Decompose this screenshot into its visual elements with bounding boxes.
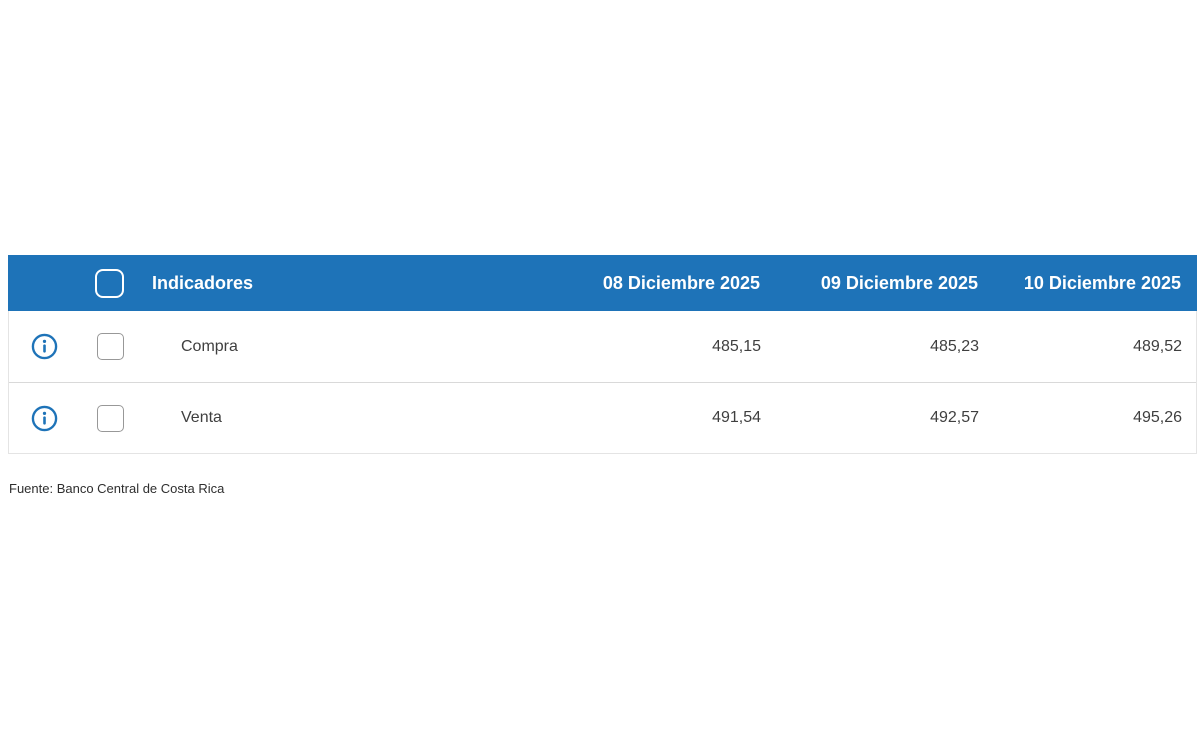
- header-checkbox-cell: [78, 268, 140, 298]
- table-body: Compra 485,15 485,23 489,52: [8, 311, 1197, 454]
- checkbox-cell: [79, 333, 141, 360]
- row-label: Venta: [181, 409, 222, 426]
- row-value-date-2: 485,23: [930, 337, 979, 355]
- checkbox-cell: [79, 404, 141, 432]
- column-header-indicadores: Indicadores: [152, 272, 254, 293]
- column-header-date-2: 09 Diciembre 2025: [820, 272, 978, 293]
- indicators-table: Indicadores 08 Diciembre 2025 09 Diciemb…: [8, 255, 1197, 454]
- row-checkbox-venta[interactable]: [96, 404, 124, 432]
- row-value-date-3: 489,52: [1133, 337, 1182, 355]
- table-row-venta: Venta 491,54 492,57 495,26: [9, 382, 1196, 453]
- table-header-row: Indicadores 08 Diciembre 2025 09 Diciemb…: [8, 255, 1197, 311]
- select-all-checkbox[interactable]: [94, 268, 124, 298]
- row-value-date-3: 495,26: [1133, 409, 1182, 426]
- info-cell: [9, 405, 79, 432]
- indicators-widget: Indicadores 08 Diciembre 2025 09 Diciemb…: [8, 255, 1197, 496]
- info-icon[interactable]: [31, 333, 58, 360]
- info-cell: [9, 333, 79, 360]
- row-label: Compra: [181, 337, 238, 355]
- row-value-date-2: 492,57: [930, 409, 979, 426]
- info-icon[interactable]: [31, 405, 58, 432]
- column-header-date-1: 08 Diciembre 2025: [602, 272, 760, 293]
- source-attribution: Fuente: Banco Central de Costa Rica: [9, 481, 225, 496]
- row-value-date-1: 485,15: [712, 337, 761, 355]
- table-row-compra: Compra 485,15 485,23 489,52: [9, 311, 1196, 382]
- row-value-date-1: 491,54: [712, 409, 761, 426]
- column-header-date-3: 10 Diciembre 2025: [1023, 272, 1181, 293]
- row-checkbox-compra[interactable]: [96, 333, 124, 360]
